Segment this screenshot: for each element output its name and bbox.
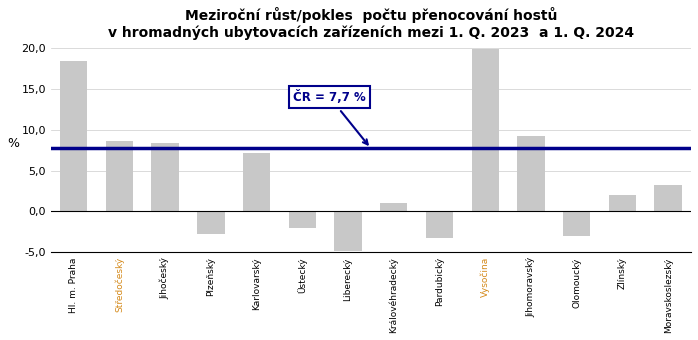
Bar <box>60 61 87 211</box>
Bar <box>105 141 133 211</box>
Bar <box>517 136 544 211</box>
Bar <box>609 195 636 211</box>
Bar <box>197 211 225 234</box>
Bar <box>288 211 316 228</box>
Bar <box>380 203 408 211</box>
Bar <box>426 211 453 238</box>
Text: ČR = 7,7 %: ČR = 7,7 % <box>293 90 368 144</box>
Bar <box>334 211 362 251</box>
Bar <box>563 211 591 236</box>
Bar <box>655 185 682 211</box>
Bar <box>472 50 499 211</box>
Bar <box>151 143 179 211</box>
Title: Meziroční růst/pokles  počtu přenocování hostů
v hromadných ubytovacích zařízení: Meziroční růst/pokles počtu přenocování … <box>108 7 634 40</box>
Y-axis label: %: % <box>7 137 19 150</box>
Bar <box>243 153 270 211</box>
